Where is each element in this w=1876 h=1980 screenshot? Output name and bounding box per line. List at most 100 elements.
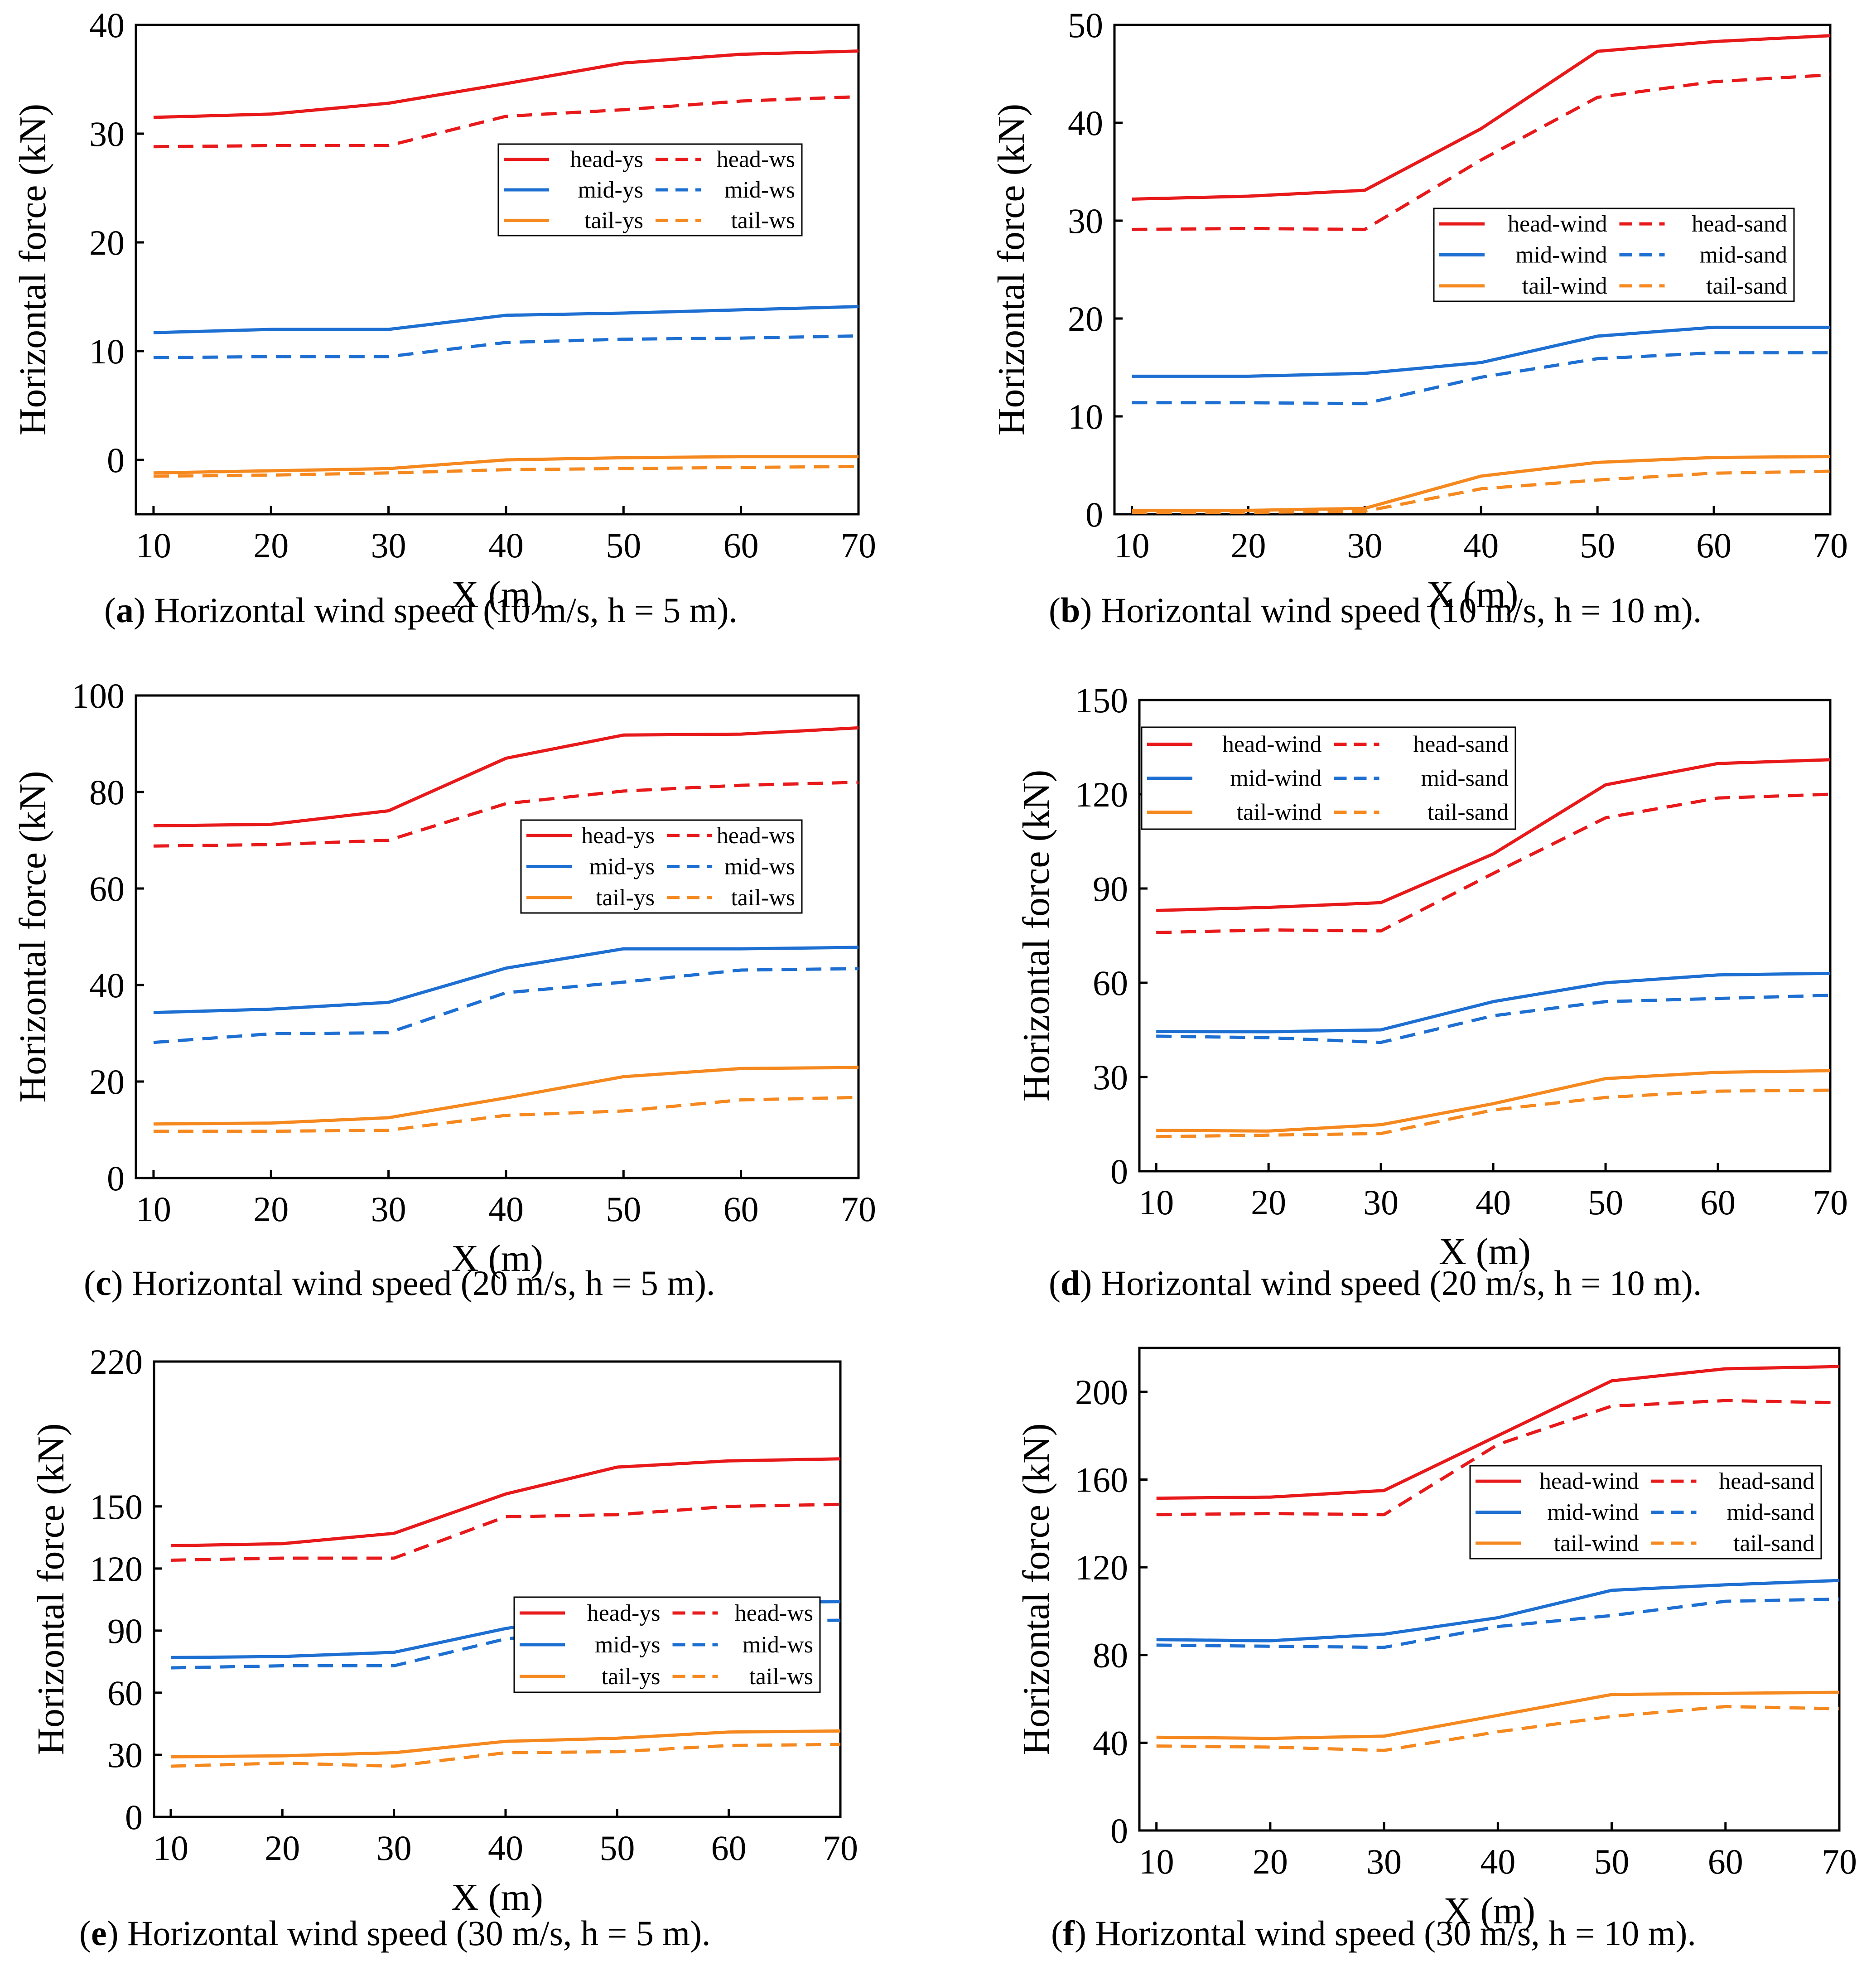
legend-label: mid-ys: [589, 854, 655, 880]
x-axis-label: X (m): [451, 1876, 543, 1918]
x-tick-label: 50: [606, 526, 641, 565]
x-tick-label: 60: [723, 1189, 759, 1229]
x-tick-label: 20: [1253, 1842, 1288, 1881]
legend-label: tail-wind: [1554, 1531, 1639, 1556]
caption-text: Horizontal wind speed (30 m/s, h = 10 m)…: [1086, 1913, 1696, 1953]
series-line-tail-ws: [153, 464, 859, 478]
x-tick-label: 70: [841, 526, 876, 565]
legend-label: mid-ws: [724, 854, 795, 880]
legend-label: mid-wind: [1515, 242, 1607, 268]
plot-frame: [1138, 699, 1832, 1173]
legend-label: head-wind: [1222, 732, 1321, 758]
caption-b: (b) Horizontal wind speed (10 m/s, h = 1…: [1049, 590, 1702, 630]
series-line-tail-sand: [1132, 469, 1831, 514]
y-tick-label: 0: [107, 440, 125, 480]
x-tick-label: 20: [1230, 526, 1266, 565]
legend-label: tail-sand: [1706, 273, 1787, 299]
x-tick-label: 50: [1588, 1183, 1623, 1222]
series-line-tail-wind: [1156, 1069, 1831, 1133]
y-tick-label: 0: [1085, 495, 1103, 534]
x-axis-label: X (m): [1443, 1890, 1535, 1932]
y-tick-label: 80: [1093, 1636, 1128, 1675]
y-axis-label: Horizontal force (kN): [1015, 1423, 1057, 1755]
caption-text: Horizontal wind speed (30 m/s, h = 5 m).: [118, 1913, 711, 1953]
caption-a: (a) Horizontal wind speed (10 m/s, h = 5…: [104, 590, 738, 630]
x-tick-label: 50: [606, 1189, 641, 1229]
legend-label: mid-ys: [578, 177, 643, 203]
y-tick-label: 20: [89, 223, 125, 262]
caption-c: (c) Horizontal wind speed (20 m/s, h = 5…: [84, 1263, 715, 1303]
x-tick-label: 30: [371, 526, 406, 565]
caption-text: Horizontal wind speed (20 m/s, h = 10 m)…: [1092, 1263, 1702, 1303]
legend-label: tail-ys: [602, 1664, 661, 1690]
legend-label: tail-ws: [731, 208, 795, 233]
legend-label: head-sand: [1413, 732, 1509, 758]
y-tick-label: 40: [1093, 1723, 1128, 1763]
legend-label: tail-ws: [749, 1664, 813, 1690]
x-tick-label: 20: [1251, 1183, 1286, 1222]
legend-label: tail-wind: [1522, 273, 1607, 299]
series-line-head-ys: [153, 726, 859, 828]
y-tick-label: 60: [89, 869, 125, 908]
plot-frame: [135, 24, 860, 516]
legend-box: [513, 1596, 821, 1693]
x-tick-label: 60: [723, 526, 759, 565]
series-line-tail-ys: [170, 1729, 841, 1758]
y-tick-label: 20: [89, 1062, 125, 1101]
series-line-tail-sand: [1156, 1705, 1840, 1752]
legend-label: tail-ws: [731, 885, 795, 911]
y-tick-label: 0: [1110, 1152, 1128, 1191]
x-tick-label: 30: [1347, 526, 1382, 565]
caption-letter: f: [1062, 1913, 1075, 1953]
y-axis-label: Horizontal force (kN): [990, 104, 1032, 435]
y-tick-label: 40: [1068, 103, 1103, 143]
series-line-head-ys: [170, 1457, 841, 1548]
x-tick-label: 20: [265, 1828, 300, 1868]
y-tick-label: 160: [1075, 1460, 1128, 1499]
plot-frame: [1138, 1347, 1841, 1832]
x-tick-label: 10: [136, 526, 171, 565]
y-tick-label: 0: [107, 1159, 125, 1198]
y-axis-label: Horizontal force (kN): [12, 771, 54, 1102]
x-tick-label: 30: [371, 1189, 406, 1229]
y-tick-label: 60: [107, 1673, 143, 1713]
series-line-mid-sand: [1132, 351, 1830, 406]
series-line-head-wind: [1132, 34, 1831, 201]
y-tick-label: 120: [90, 1549, 143, 1589]
x-tick-label: 40: [488, 1828, 523, 1868]
x-tick-label: 60: [1700, 1183, 1736, 1222]
series-line-mid-wind: [1156, 1579, 1840, 1642]
legend-label: mid-sand: [1421, 766, 1509, 792]
series-line-mid-sand: [1156, 1597, 1840, 1649]
x-tick-label: 30: [1366, 1842, 1402, 1881]
series-line-mid-ys: [153, 946, 859, 1014]
legend-label: tail-wind: [1237, 800, 1322, 826]
y-tick-label: 220: [90, 1342, 143, 1381]
series-line-mid-wind: [1156, 971, 1831, 1033]
series-line-mid-ws: [170, 1618, 841, 1670]
y-tick-label: 80: [89, 773, 125, 812]
legend-label: mid-sand: [1726, 1500, 1814, 1526]
series-line-head-ws: [153, 781, 859, 848]
legend-label: mid-wind: [1547, 1500, 1639, 1526]
legend-label: head-ws: [717, 147, 795, 173]
plot-frame: [135, 694, 860, 1179]
y-tick-label: 120: [1075, 1548, 1128, 1587]
x-tick-label: 40: [1463, 526, 1499, 565]
x-tick-label: 10: [1138, 1183, 1174, 1222]
x-tick-label: 30: [1363, 1183, 1399, 1222]
caption-text: Horizontal wind speed (10 m/s, h = 5 m).: [145, 590, 738, 630]
legend-label: mid-ws: [724, 177, 795, 203]
legend-label: head-ys: [587, 1600, 661, 1626]
y-tick-label: 40: [89, 5, 125, 45]
series-line-mid-wind: [1132, 325, 1830, 378]
caption-letter: e: [91, 1913, 107, 1953]
series-line-mid-ws: [153, 334, 859, 359]
series-line-head-ws: [153, 95, 859, 149]
plot-frame: [1113, 24, 1832, 516]
legend-label: head-ys: [581, 823, 655, 849]
